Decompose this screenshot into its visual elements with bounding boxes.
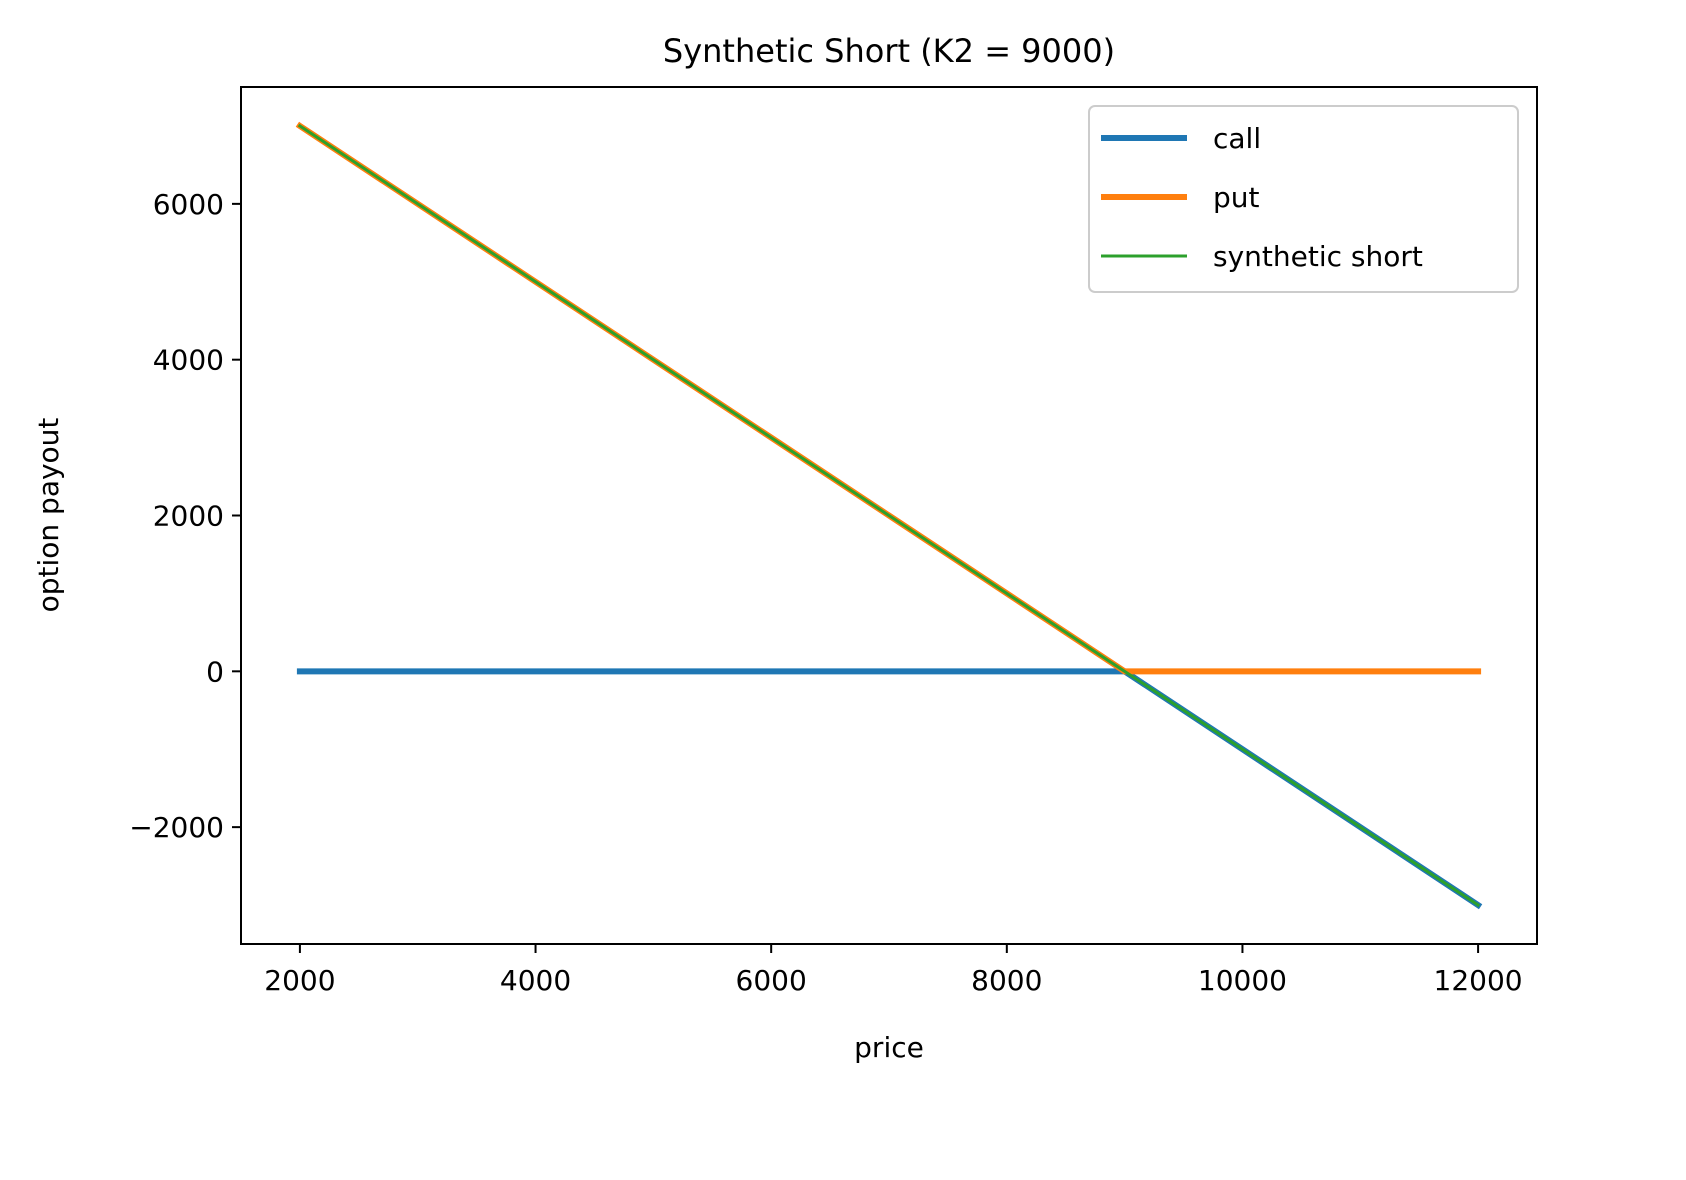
x-tick-label: 4000: [500, 964, 571, 997]
x-tick-label: 10000: [1198, 964, 1287, 997]
plot-frame: [240, 86, 1538, 945]
x-tick-label: 8000: [971, 964, 1042, 997]
y-tick-label: 6000: [153, 188, 224, 221]
series-line-synthetic-short: [297, 123, 1481, 908]
legend-box: [1088, 105, 1519, 293]
x-tick-label: 12000: [1434, 964, 1523, 997]
y-tick-label: 2000: [153, 500, 224, 533]
y-tick-label: −2000: [129, 811, 224, 844]
legend-label: put: [1213, 181, 1260, 214]
chart-title: Synthetic Short (K2 = 9000): [663, 32, 1115, 70]
legend-label: synthetic short: [1213, 240, 1423, 273]
legend: call put synthetic short: [1088, 105, 1519, 293]
y-tick-label: 0: [206, 655, 224, 688]
x-axis-label: price: [854, 1031, 924, 1064]
x-tick-label: 6000: [736, 964, 807, 997]
legend-label: call: [1213, 122, 1261, 155]
x-tick-label: 2000: [264, 964, 335, 997]
y-axis-label: option payout: [32, 418, 65, 613]
y-tick-label: 4000: [153, 344, 224, 377]
